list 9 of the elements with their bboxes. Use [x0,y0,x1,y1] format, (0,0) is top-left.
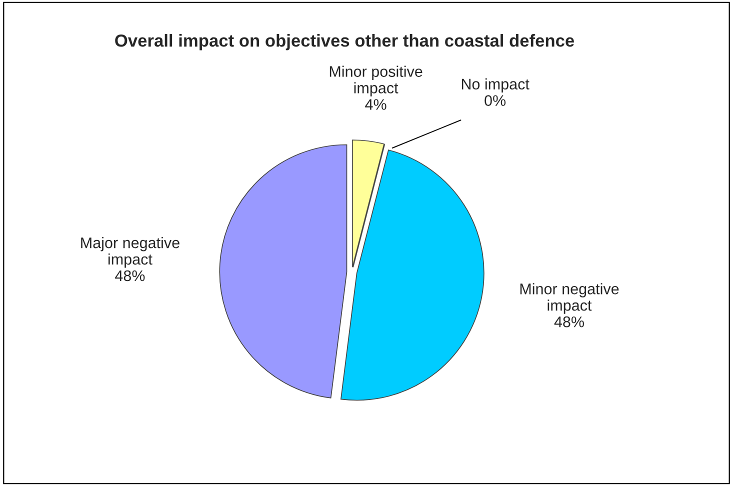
slice-label: Major negative impact [81,237,180,268]
slice-label: Minor negative impact [520,283,619,314]
category-label: No impact [462,78,530,93]
text: 0% [484,95,506,106]
data-label: 48% [554,316,584,328]
data-label: 48% [115,270,145,282]
data-label: 4% [365,99,386,110]
chart-title: Overall impact on objectives other than coastal defence [115,34,574,50]
slice-label: Minor positive impact [330,66,422,96]
